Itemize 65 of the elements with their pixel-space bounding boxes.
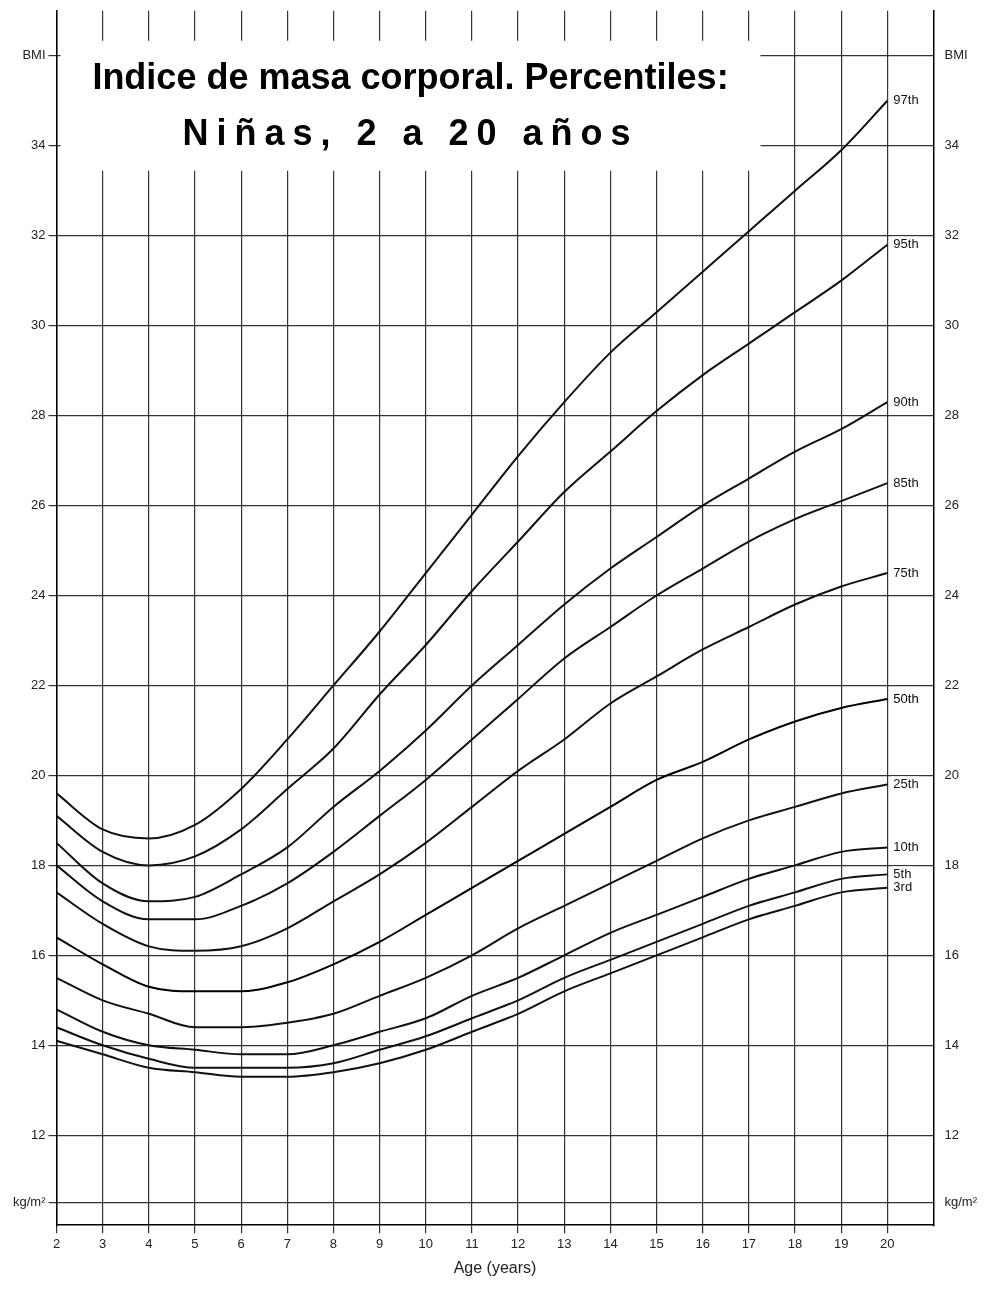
text: Indice de masa corporal. Percentiles: bbox=[92, 55, 729, 97]
y2-tick-label: 34 bbox=[944, 137, 959, 153]
x-tick-label: 4 bbox=[145, 1235, 153, 1251]
x-tick-label: 13 bbox=[557, 1235, 572, 1251]
y-tick-label: 34 bbox=[31, 137, 46, 153]
y2-tick-label: 26 bbox=[944, 497, 959, 513]
x-tick-label: 12 bbox=[510, 1235, 526, 1251]
y2-tick-label: 16 bbox=[944, 946, 959, 962]
x-tick-label: 20 bbox=[880, 1235, 895, 1251]
y-tick-label: BMI bbox=[22, 47, 46, 63]
y-tick-label: 14 bbox=[31, 1036, 46, 1052]
x-tick-label: 6 bbox=[237, 1235, 245, 1251]
y2-tick-label: 28 bbox=[944, 407, 959, 423]
series-label: 3rd bbox=[893, 879, 913, 895]
x-tick-label: 5 bbox=[191, 1235, 199, 1251]
y-tick-label: 28 bbox=[31, 407, 46, 423]
y-tick-label: 30 bbox=[31, 317, 46, 333]
y2-tick-label: 22 bbox=[944, 677, 959, 693]
series-label: 90th bbox=[893, 393, 919, 409]
y-tick-label: kg/m² bbox=[13, 1194, 47, 1210]
series-label: 75th bbox=[893, 564, 919, 580]
x-tick-label: 2 bbox=[52, 1235, 61, 1251]
y2-tick-label: 12 bbox=[944, 1126, 959, 1142]
x-tick-label: 15 bbox=[649, 1235, 664, 1251]
y-tick-label: 22 bbox=[31, 677, 46, 693]
x-tick-label: 9 bbox=[375, 1235, 384, 1251]
y2-tick-label: 18 bbox=[944, 856, 959, 872]
x-tick-label: 14 bbox=[603, 1235, 618, 1251]
series-label: 5th bbox=[893, 865, 912, 881]
x-axis-title: Age (years) bbox=[453, 1258, 537, 1276]
line-series bbox=[56, 572, 889, 952]
series-label: 25th bbox=[893, 776, 919, 791]
x-tick-label: 3 bbox=[99, 1235, 107, 1251]
series-label: 50th bbox=[893, 690, 919, 706]
x-tick-label: 19 bbox=[833, 1235, 849, 1251]
series-label: 85th bbox=[893, 474, 919, 490]
y-tick-label: 12 bbox=[31, 1126, 46, 1142]
y-tick-label: 26 bbox=[31, 497, 46, 513]
y-tick-label: 16 bbox=[31, 946, 46, 962]
x-tick-label: 11 bbox=[465, 1235, 479, 1251]
series-label: 95th bbox=[893, 236, 919, 252]
y2-tick-label: 32 bbox=[944, 227, 959, 243]
text: Niñas, 2 a 20 años bbox=[182, 111, 639, 153]
y2-tick-label: 14 bbox=[944, 1036, 959, 1052]
x-tick-label: 7 bbox=[283, 1235, 291, 1251]
y-tick-label: 20 bbox=[31, 767, 46, 782]
line-series bbox=[56, 99, 889, 840]
y2-tick-label: 30 bbox=[944, 317, 959, 333]
y-tick-label: 24 bbox=[31, 587, 46, 603]
y2-tick-label: 20 bbox=[944, 767, 959, 782]
series-label: 97th bbox=[893, 92, 919, 108]
line-series bbox=[56, 846, 889, 1056]
y2-tick-label: 24 bbox=[944, 587, 959, 603]
x-tick-label: 17 bbox=[741, 1235, 757, 1251]
y2-tick-label: kg/m² bbox=[944, 1194, 978, 1210]
line-series bbox=[56, 482, 889, 921]
series-label: 10th bbox=[893, 838, 919, 854]
x-tick-label: 8 bbox=[329, 1235, 338, 1251]
x-tick-label: 18 bbox=[787, 1235, 803, 1251]
y2-tick-label: BMI bbox=[944, 47, 968, 63]
x-tick-label: 16 bbox=[695, 1235, 710, 1251]
line-series bbox=[56, 401, 889, 903]
x-tick-label: 10 bbox=[418, 1235, 433, 1251]
y-tick-label: 32 bbox=[31, 227, 46, 243]
y-tick-label: 18 bbox=[31, 856, 46, 872]
